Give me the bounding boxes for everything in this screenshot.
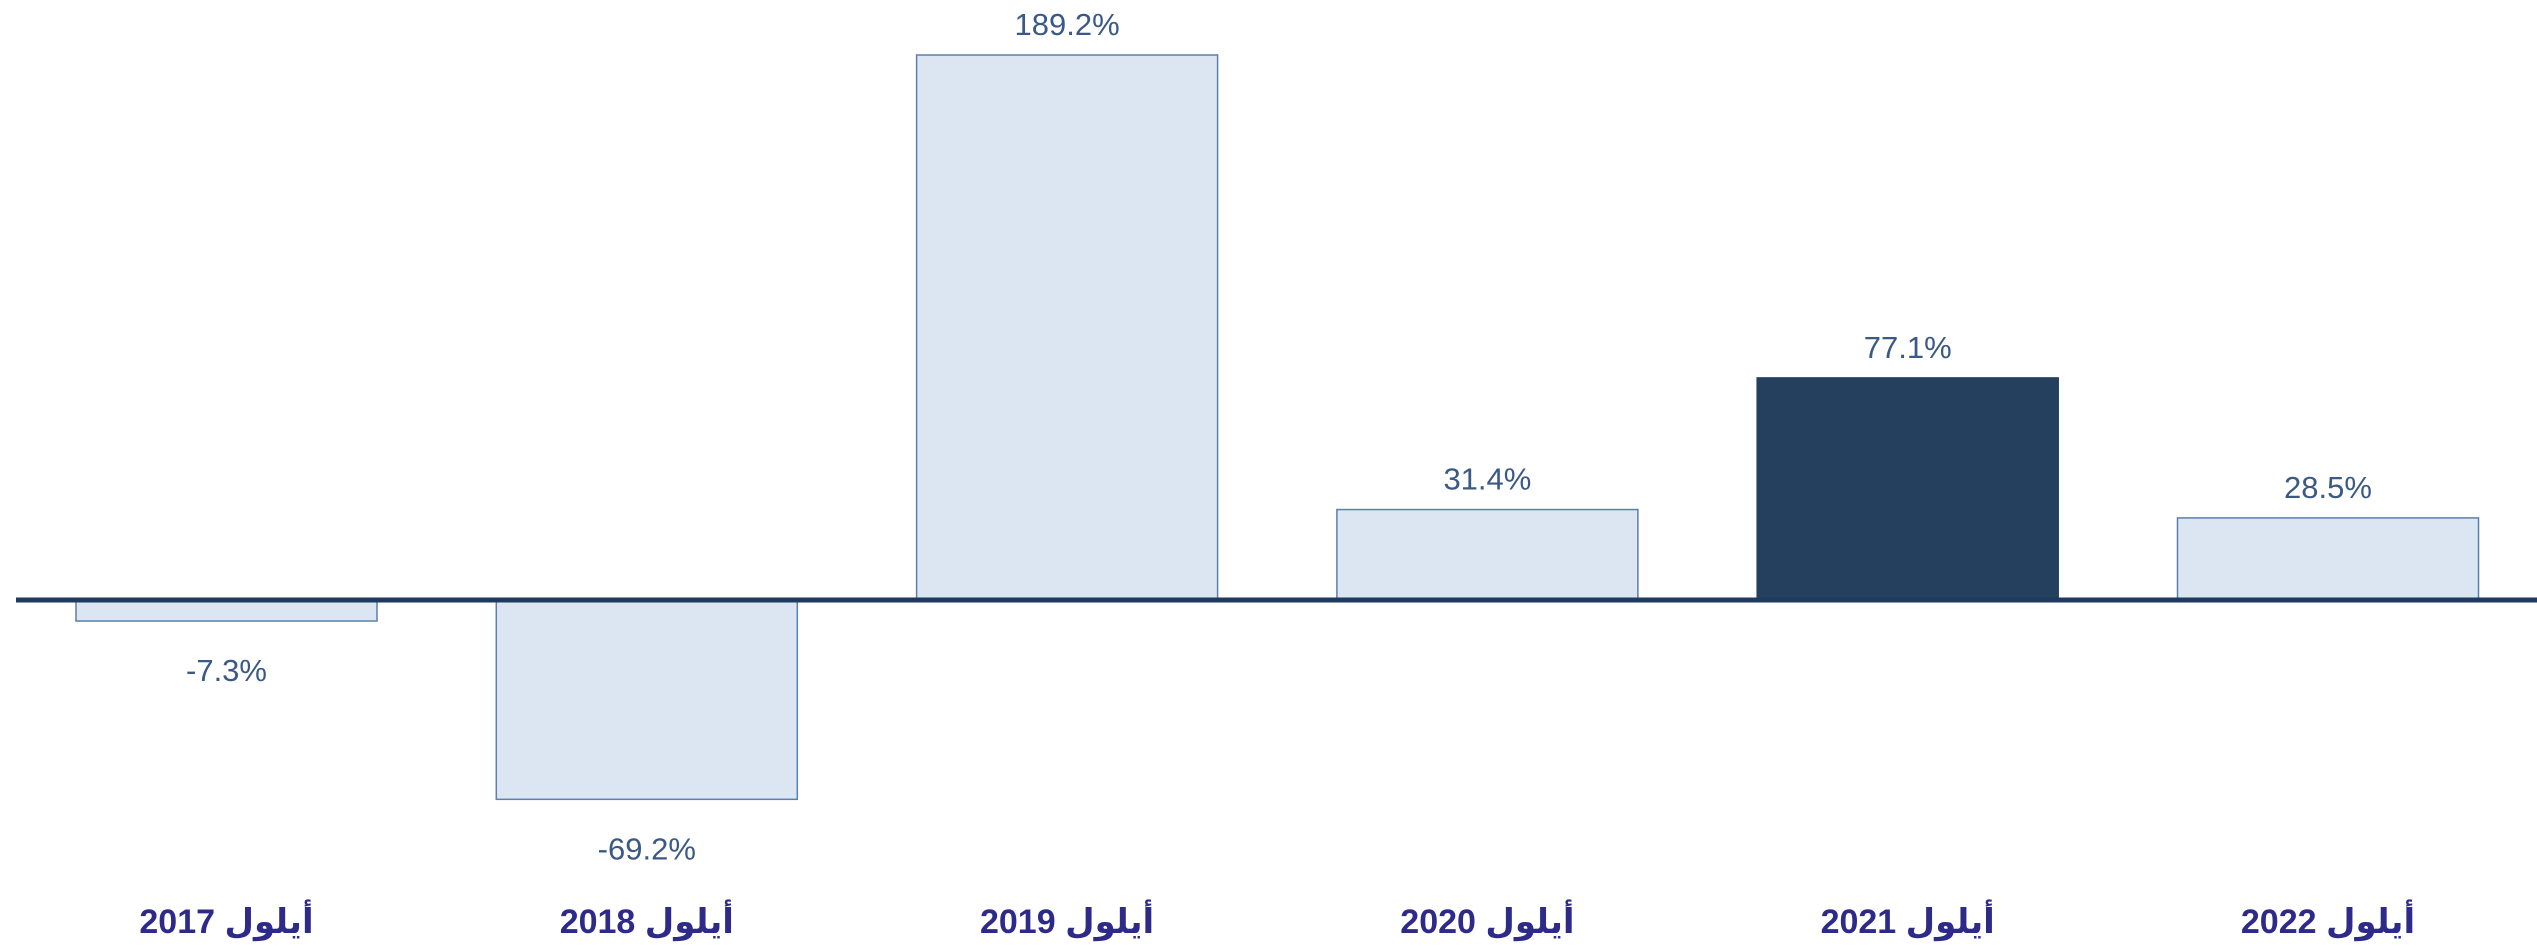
- x-tick-label: أيلول 2022: [2241, 899, 2415, 942]
- x-tick-label: أيلول 2017: [139, 899, 313, 942]
- bar: [915, 54, 1219, 601]
- value-label: 189.2%: [1015, 7, 1120, 42]
- bar: [495, 599, 799, 801]
- x-tick-label: أيلول 2021: [1821, 899, 1995, 942]
- bar: [1336, 508, 1639, 601]
- value-label: -69.2%: [598, 832, 696, 867]
- value-label: 28.5%: [2284, 470, 2372, 505]
- x-tick-label: أيلول 2020: [1400, 899, 1574, 942]
- x-tick-label: أيلول 2018: [560, 899, 734, 942]
- x-tick-label: أيلول 2019: [980, 899, 1154, 942]
- value-label: 31.4%: [1443, 462, 1531, 497]
- value-label: 77.1%: [1864, 330, 1952, 365]
- bar: [1756, 377, 2059, 601]
- value-label: -7.3%: [186, 653, 267, 688]
- bar: [2176, 517, 2480, 601]
- bar: [75, 599, 378, 622]
